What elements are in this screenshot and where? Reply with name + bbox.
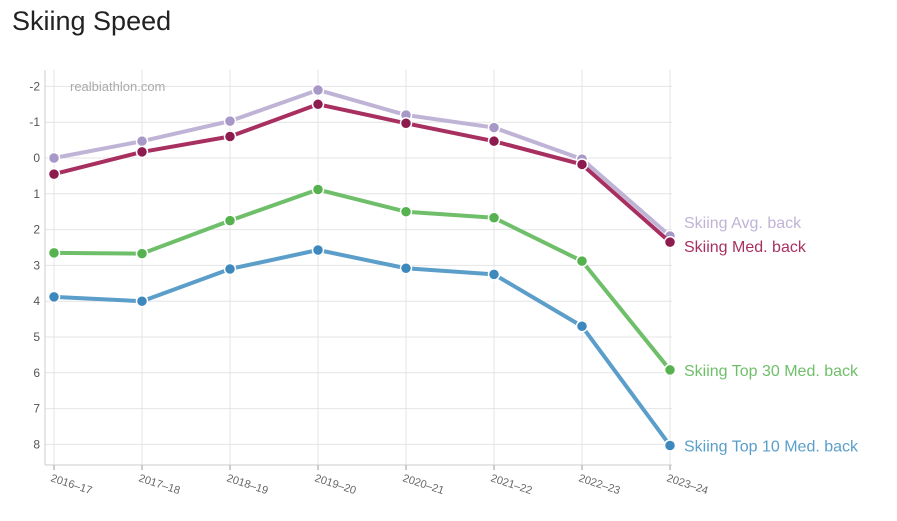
data-point <box>399 205 413 218</box>
data-point <box>47 290 61 304</box>
data-point <box>223 262 237 276</box>
data-point <box>663 439 677 452</box>
x-tick-label: 2020–21 <box>401 472 445 497</box>
data-point <box>575 158 589 171</box>
data-point <box>399 262 413 275</box>
data-point <box>487 268 501 281</box>
data-point <box>399 117 413 130</box>
y-tick-label: -2 <box>29 79 40 93</box>
x-tick-label: 2023–24 <box>665 472 709 497</box>
x-tick-label: 2019–20 <box>313 472 357 497</box>
data-point <box>47 167 61 181</box>
series-line <box>52 248 672 448</box>
x-tick-label: 2021–22 <box>489 472 533 497</box>
data-point <box>47 151 61 165</box>
data-point <box>575 320 589 333</box>
data-point <box>47 246 61 260</box>
y-tick-label: 6 <box>33 366 40 380</box>
data-point <box>135 145 149 159</box>
x-tick-label: 2018–19 <box>225 472 269 497</box>
data-point <box>135 247 149 260</box>
data-point <box>311 98 325 111</box>
series-line <box>52 102 672 245</box>
series-end-label: Skiing Top 10 Med. back <box>684 438 859 455</box>
y-tick-label: 7 <box>33 402 40 416</box>
y-tick-label: 3 <box>33 258 40 272</box>
y-tick-label: 1 <box>33 187 40 201</box>
series-line <box>52 87 672 239</box>
y-tick-label: 8 <box>33 437 40 451</box>
y-tick-label: 4 <box>33 294 40 308</box>
data-point <box>663 235 677 249</box>
data-point <box>135 134 149 148</box>
x-tick-label: 2017–18 <box>137 472 181 497</box>
chart-title: Skiing Speed <box>12 6 172 36</box>
data-point <box>311 83 325 97</box>
series-end-label: Skiing Top 30 Med. back <box>684 363 859 380</box>
x-tick-label: 2022–23 <box>577 472 621 497</box>
x-tick-label: 2016–17 <box>49 472 93 497</box>
y-tick-label: 2 <box>33 223 40 237</box>
series-layer <box>47 83 677 452</box>
data-point <box>311 183 325 196</box>
y-tick-label: -1 <box>29 115 40 129</box>
data-point <box>663 363 677 377</box>
data-point <box>311 243 325 257</box>
axis-layer: -2 -1 0 1 2 3 4 5 6 7 8 2016–17 2017–18 2018–19 2019–2… <box>29 70 710 497</box>
series-end-label: Skiing Avg. back <box>684 215 802 232</box>
data-point <box>487 134 501 148</box>
data-point <box>223 130 237 143</box>
series-line <box>52 187 672 372</box>
data-point <box>487 121 501 134</box>
data-point <box>223 114 237 128</box>
y-tick-label: 5 <box>33 330 40 344</box>
watermark: realbiathlon.com <box>70 79 165 94</box>
data-point <box>135 294 149 308</box>
label-layer: Skiing Avg. back Skiing Med. back Skiing T… <box>684 215 859 455</box>
data-point <box>487 211 501 225</box>
data-point <box>575 254 589 268</box>
grid-layer <box>45 70 672 465</box>
series-end-label: Skiing Med. back <box>684 239 807 256</box>
y-tick-label: 0 <box>33 151 40 165</box>
data-point <box>223 214 237 227</box>
